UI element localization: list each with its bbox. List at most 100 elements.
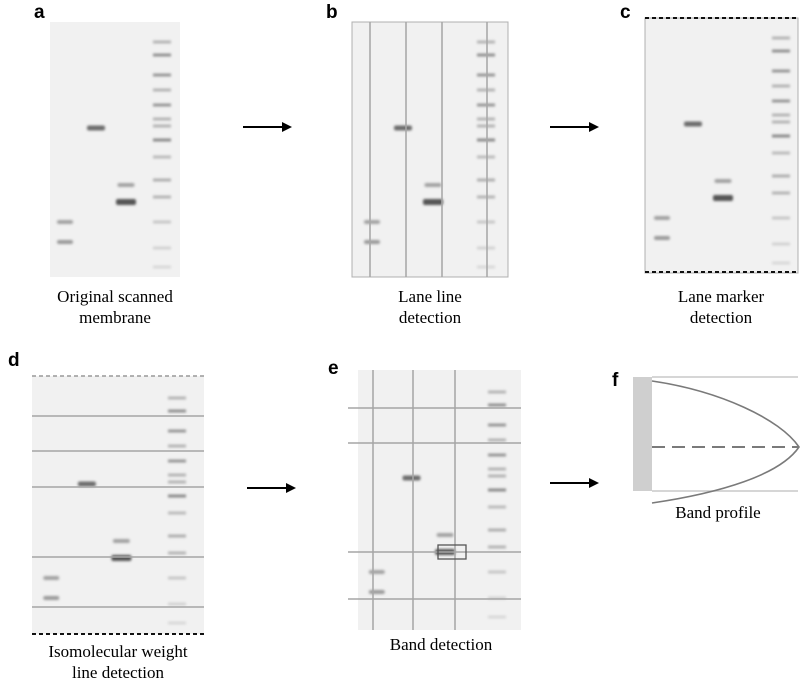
ladder-band bbox=[488, 474, 506, 478]
ladder-band bbox=[477, 124, 495, 128]
profile-strip bbox=[633, 377, 652, 491]
ladder-band bbox=[153, 117, 171, 121]
caption-line: Original scanned bbox=[57, 287, 173, 306]
ladder-band bbox=[153, 73, 171, 77]
gel-band bbox=[43, 596, 60, 600]
band-group bbox=[368, 390, 506, 619]
panel-c-membrane bbox=[644, 17, 799, 274]
ladder-band bbox=[772, 84, 790, 88]
ladder-band bbox=[772, 120, 790, 124]
panel-e-membrane bbox=[348, 370, 521, 630]
membrane-background bbox=[351, 21, 509, 278]
gel-band bbox=[394, 125, 412, 131]
ladder-band bbox=[168, 602, 186, 606]
ladder-band bbox=[153, 103, 171, 107]
caption-line: Lane marker bbox=[677, 287, 765, 306]
gel-band bbox=[368, 590, 385, 594]
ladder-band bbox=[168, 480, 186, 484]
caption-line: Band detection bbox=[389, 635, 493, 654]
band-group bbox=[364, 40, 495, 269]
ladder-band bbox=[168, 429, 186, 433]
ladder-band bbox=[168, 621, 186, 625]
gel-band bbox=[112, 539, 130, 543]
gel-band bbox=[423, 199, 443, 205]
panel-a-membrane bbox=[50, 22, 180, 277]
ladder-band bbox=[488, 467, 506, 471]
caption-line: membrane bbox=[79, 308, 151, 327]
gel-band bbox=[713, 195, 733, 201]
ladder-band bbox=[153, 265, 171, 269]
ladder-band bbox=[153, 195, 171, 199]
caption-line: Isomolecular weight bbox=[48, 642, 188, 661]
ladder-band bbox=[168, 494, 186, 498]
ladder-band bbox=[488, 505, 506, 509]
gel-band bbox=[364, 240, 380, 244]
ladder-band bbox=[153, 40, 171, 44]
ladder-band bbox=[477, 246, 495, 250]
gel-band bbox=[117, 183, 135, 187]
membrane-background bbox=[358, 370, 521, 630]
panel-d-letter: d bbox=[8, 350, 20, 371]
panel-f-profile bbox=[633, 376, 800, 504]
profile-curve bbox=[651, 380, 800, 504]
ladder-band bbox=[153, 220, 171, 224]
panel-d-membrane bbox=[32, 375, 204, 635]
ladder-band bbox=[153, 155, 171, 159]
ladder-band bbox=[168, 473, 186, 477]
ladder-band bbox=[477, 73, 495, 77]
caption-line: detection bbox=[398, 308, 462, 327]
caption-line: Lane line bbox=[398, 287, 462, 306]
panel-c-letter: c bbox=[620, 2, 631, 23]
gel-band bbox=[57, 220, 73, 224]
ladder-band bbox=[477, 178, 495, 182]
caption-line: detection bbox=[689, 308, 753, 327]
ladder-band bbox=[772, 49, 790, 53]
ladder-band bbox=[477, 53, 495, 57]
membrane-background bbox=[32, 376, 204, 634]
gel-band bbox=[87, 125, 105, 131]
ladder-band bbox=[772, 69, 790, 73]
gel-band bbox=[654, 216, 670, 220]
gel-band bbox=[424, 183, 442, 187]
ladder-band bbox=[168, 459, 186, 463]
ladder-band bbox=[168, 409, 186, 413]
band-group bbox=[43, 396, 186, 625]
panel-f-letter: f bbox=[612, 370, 619, 391]
ladder-band bbox=[153, 178, 171, 182]
gel-band bbox=[77, 481, 96, 487]
ladder-band bbox=[168, 576, 186, 580]
panel-d-caption: Isomolecular weight line detection bbox=[18, 641, 218, 683]
gel-band bbox=[116, 199, 136, 205]
ladder-band bbox=[488, 390, 506, 394]
ladder-band bbox=[477, 88, 495, 92]
panel-c-caption: Lane marker detection bbox=[621, 286, 801, 328]
ladder-band bbox=[488, 615, 506, 619]
gel-band bbox=[714, 179, 732, 183]
membrane-background bbox=[644, 17, 799, 274]
ladder-band bbox=[488, 453, 506, 457]
ladder-band bbox=[477, 138, 495, 142]
ladder-band bbox=[477, 195, 495, 199]
ladder-band bbox=[772, 36, 790, 40]
ladder-band bbox=[488, 423, 506, 427]
gel-band bbox=[57, 240, 73, 244]
ladder-band bbox=[488, 596, 506, 600]
ladder-band bbox=[772, 99, 790, 103]
panel-b-caption: Lane line detection bbox=[330, 286, 530, 328]
ladder-band bbox=[477, 40, 495, 44]
ladder-band bbox=[488, 488, 506, 492]
gel-band bbox=[364, 220, 380, 224]
detected-band-box bbox=[437, 544, 467, 560]
ladder-band bbox=[153, 138, 171, 142]
panel-b-membrane bbox=[351, 21, 509, 278]
ladder-band bbox=[772, 242, 790, 246]
gel-band bbox=[368, 570, 385, 574]
ladder-band bbox=[153, 53, 171, 57]
ladder-band bbox=[772, 216, 790, 220]
ladder-band bbox=[488, 438, 506, 442]
panel-a-caption: Original scanned membrane bbox=[15, 286, 215, 328]
panel-f-caption: Band profile bbox=[618, 502, 801, 523]
panel-e-caption: Band detection bbox=[341, 634, 541, 655]
gel-band bbox=[111, 555, 132, 561]
